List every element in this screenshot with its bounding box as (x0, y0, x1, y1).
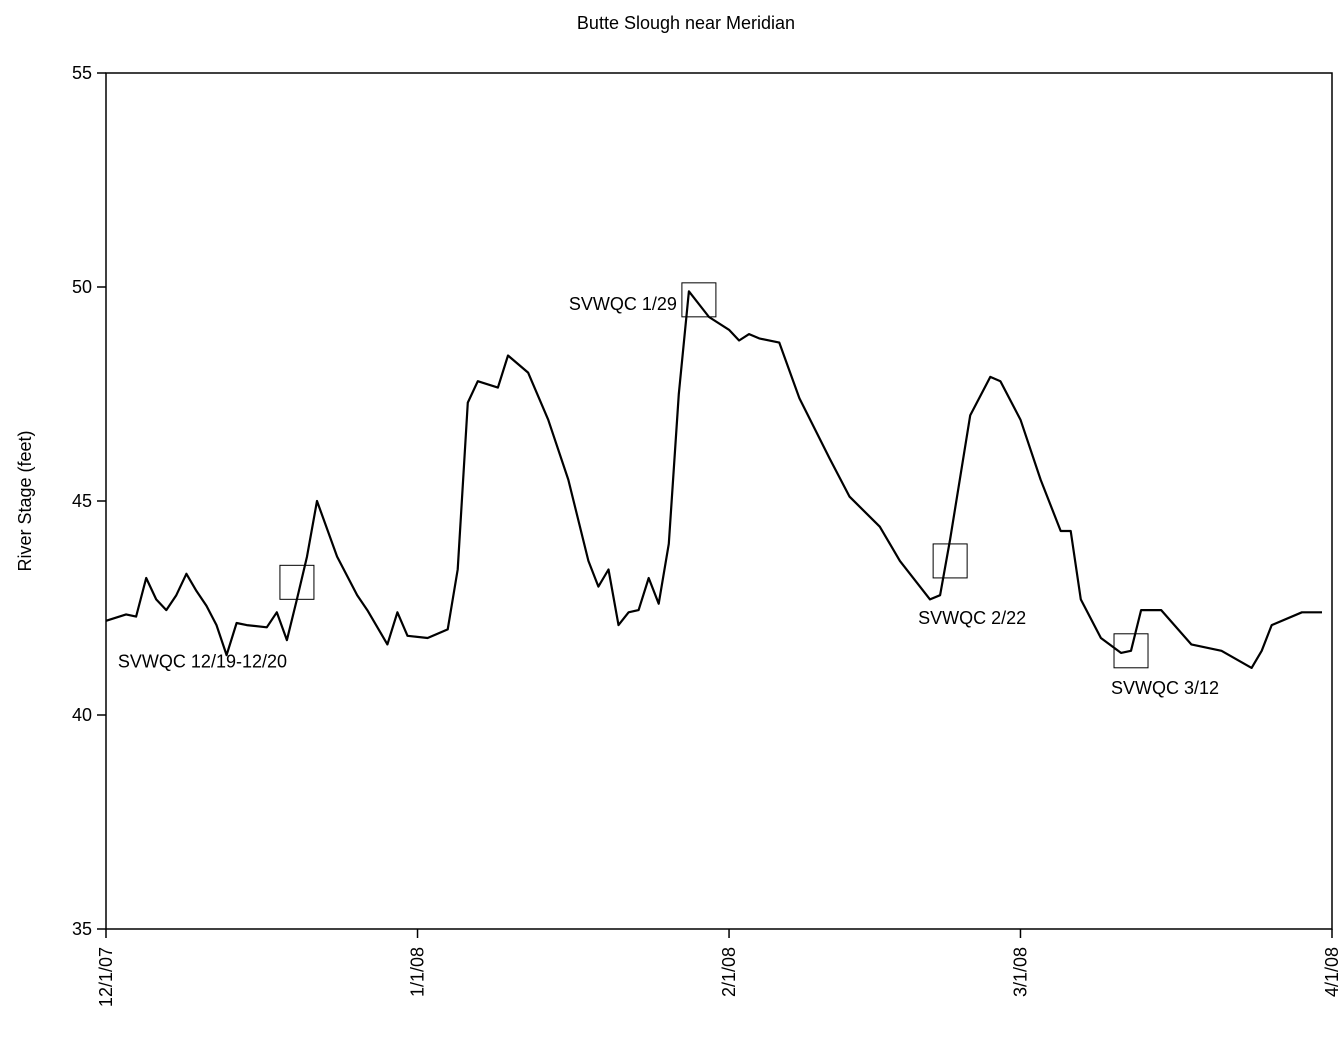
y-tick-label: 40 (72, 705, 92, 725)
y-tick-label: 55 (72, 63, 92, 83)
x-tick-label: 1/1/08 (408, 947, 428, 997)
x-tick-label: 12/1/07 (96, 947, 116, 1007)
sample-box (681, 282, 717, 318)
sample-box (279, 564, 315, 600)
x-tick-label: 2/1/08 (719, 947, 739, 997)
y-tick-label: 35 (72, 919, 92, 939)
x-tick-label: 3/1/08 (1010, 947, 1030, 997)
plot-frame (105, 72, 1333, 930)
y-tick-label: 50 (72, 277, 92, 297)
sample-box (932, 543, 968, 579)
stage-line (105, 290, 1322, 669)
sample-box (1113, 633, 1149, 669)
annotation: SVWQC 1/29 (569, 294, 677, 314)
annotation: SVWQC 12/19-12/20 (118, 651, 287, 671)
annotation: SVWQC 2/22 (918, 608, 1026, 628)
y-tick-label: 45 (72, 491, 92, 511)
y-axis-label: River Stage (feet) (15, 430, 35, 571)
x-tick-label: 4/1/08 (1322, 947, 1342, 997)
annotation: SVWQC 3/12 (1111, 678, 1219, 698)
chart-title: Butte Slough near Meridian (577, 13, 795, 33)
